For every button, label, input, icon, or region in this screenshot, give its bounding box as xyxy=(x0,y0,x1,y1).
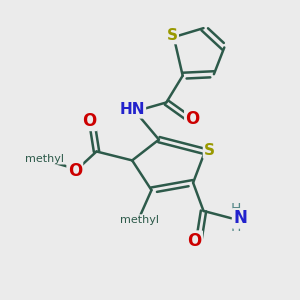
Text: O: O xyxy=(68,162,82,180)
Text: H: H xyxy=(231,202,242,216)
Text: O: O xyxy=(185,110,200,128)
Text: methyl: methyl xyxy=(120,215,159,225)
Text: methyl: methyl xyxy=(25,154,64,164)
Text: H: H xyxy=(231,220,242,234)
Text: O: O xyxy=(188,232,202,250)
Text: S: S xyxy=(204,142,215,158)
Text: O: O xyxy=(82,112,96,130)
Text: S: S xyxy=(167,28,178,43)
Text: N: N xyxy=(233,209,247,227)
Text: HN: HN xyxy=(119,102,145,117)
